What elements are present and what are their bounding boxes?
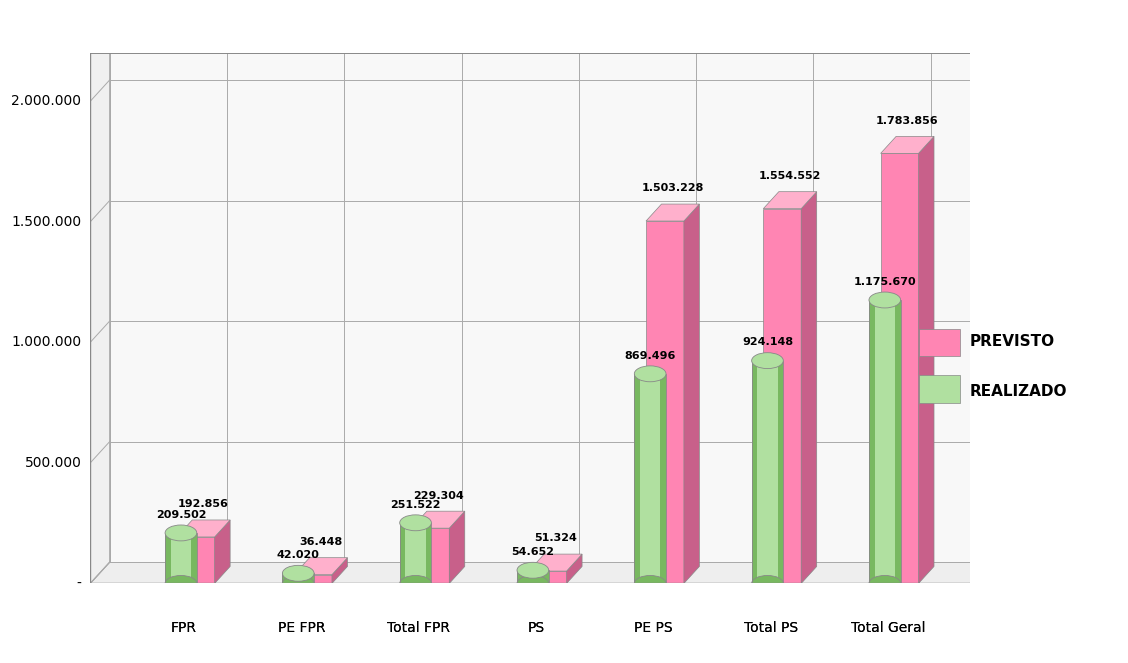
Polygon shape — [777, 361, 783, 583]
Ellipse shape — [869, 575, 900, 591]
Polygon shape — [405, 523, 425, 583]
Text: 251.522: 251.522 — [390, 499, 441, 510]
Ellipse shape — [282, 566, 314, 581]
Polygon shape — [294, 558, 347, 575]
Polygon shape — [294, 575, 332, 583]
Text: PS: PS — [528, 621, 545, 634]
Text: REALIZADO: REALIZADO — [970, 384, 1067, 398]
Ellipse shape — [165, 525, 196, 541]
Text: 1.000.000: 1.000.000 — [11, 335, 81, 349]
Polygon shape — [566, 554, 582, 583]
Polygon shape — [543, 570, 548, 583]
Text: PE PS: PE PS — [634, 621, 672, 634]
Text: Total FPR: Total FPR — [387, 621, 450, 634]
Ellipse shape — [517, 562, 548, 578]
Text: -: - — [77, 576, 81, 591]
Ellipse shape — [517, 575, 548, 591]
Ellipse shape — [751, 353, 783, 369]
Polygon shape — [288, 573, 308, 583]
Polygon shape — [90, 562, 989, 583]
Text: PE FPR: PE FPR — [277, 621, 325, 634]
Text: 1.783.856: 1.783.856 — [876, 116, 938, 126]
Text: 229.304: 229.304 — [413, 491, 464, 501]
Polygon shape — [399, 523, 405, 583]
Text: 209.502: 209.502 — [156, 510, 206, 520]
Text: Total PS: Total PS — [743, 621, 797, 634]
Polygon shape — [634, 374, 640, 583]
Polygon shape — [170, 533, 191, 583]
Polygon shape — [90, 32, 109, 583]
Ellipse shape — [869, 292, 900, 308]
Polygon shape — [449, 511, 465, 583]
Polygon shape — [918, 137, 934, 583]
Text: 42.020: 42.020 — [276, 550, 319, 560]
Polygon shape — [881, 153, 918, 583]
Text: 924.148: 924.148 — [742, 337, 793, 347]
Polygon shape — [522, 570, 543, 583]
Text: 36.448: 36.448 — [299, 537, 343, 547]
Polygon shape — [660, 374, 666, 583]
Polygon shape — [646, 221, 684, 583]
Polygon shape — [640, 374, 660, 583]
Polygon shape — [757, 361, 777, 583]
Text: Total FPR: Total FPR — [387, 621, 450, 634]
Text: 869.496: 869.496 — [625, 351, 676, 361]
Ellipse shape — [751, 575, 783, 591]
Polygon shape — [764, 192, 817, 209]
Polygon shape — [191, 533, 196, 583]
Polygon shape — [214, 520, 230, 583]
Polygon shape — [869, 300, 874, 583]
Bar — [918, 328, 960, 356]
Polygon shape — [177, 537, 214, 583]
Polygon shape — [165, 533, 170, 583]
Text: 1.503.228: 1.503.228 — [642, 184, 704, 194]
Polygon shape — [529, 571, 566, 583]
Polygon shape — [412, 511, 465, 528]
Text: 1.500.000: 1.500.000 — [11, 215, 81, 229]
Ellipse shape — [399, 575, 431, 591]
Ellipse shape — [282, 575, 314, 591]
Text: Total PS: Total PS — [743, 621, 797, 634]
Polygon shape — [874, 300, 895, 583]
Text: 192.856: 192.856 — [178, 499, 229, 509]
Text: Total Geral: Total Geral — [851, 621, 925, 634]
Polygon shape — [751, 361, 757, 583]
Text: FPR: FPR — [171, 621, 197, 634]
Text: FPR: FPR — [171, 621, 197, 634]
Text: 54.652: 54.652 — [511, 547, 554, 557]
Polygon shape — [684, 204, 699, 583]
Ellipse shape — [165, 575, 196, 591]
Polygon shape — [646, 204, 699, 221]
Text: PREVISTO: PREVISTO — [970, 334, 1055, 349]
Text: 500.000: 500.000 — [25, 456, 81, 470]
Polygon shape — [801, 192, 817, 583]
Polygon shape — [881, 137, 934, 153]
Polygon shape — [895, 300, 900, 583]
Polygon shape — [109, 32, 989, 562]
Text: 1.554.552: 1.554.552 — [759, 171, 821, 181]
Text: 2.000.000: 2.000.000 — [11, 94, 81, 108]
Polygon shape — [412, 528, 449, 583]
Text: 51.324: 51.324 — [534, 534, 576, 544]
Text: 1.175.670: 1.175.670 — [854, 276, 916, 286]
Text: PE FPR: PE FPR — [277, 621, 325, 634]
Polygon shape — [332, 558, 347, 583]
Polygon shape — [529, 554, 582, 571]
Polygon shape — [517, 570, 522, 583]
Text: Total Geral: Total Geral — [851, 621, 925, 634]
Ellipse shape — [634, 575, 666, 591]
Bar — [918, 375, 960, 403]
Polygon shape — [764, 209, 801, 583]
Polygon shape — [177, 520, 230, 537]
Ellipse shape — [399, 515, 431, 531]
Polygon shape — [425, 523, 431, 583]
Text: PS: PS — [528, 621, 545, 634]
Polygon shape — [308, 573, 314, 583]
Ellipse shape — [634, 366, 666, 382]
Text: PE PS: PE PS — [634, 621, 672, 634]
Polygon shape — [282, 573, 288, 583]
